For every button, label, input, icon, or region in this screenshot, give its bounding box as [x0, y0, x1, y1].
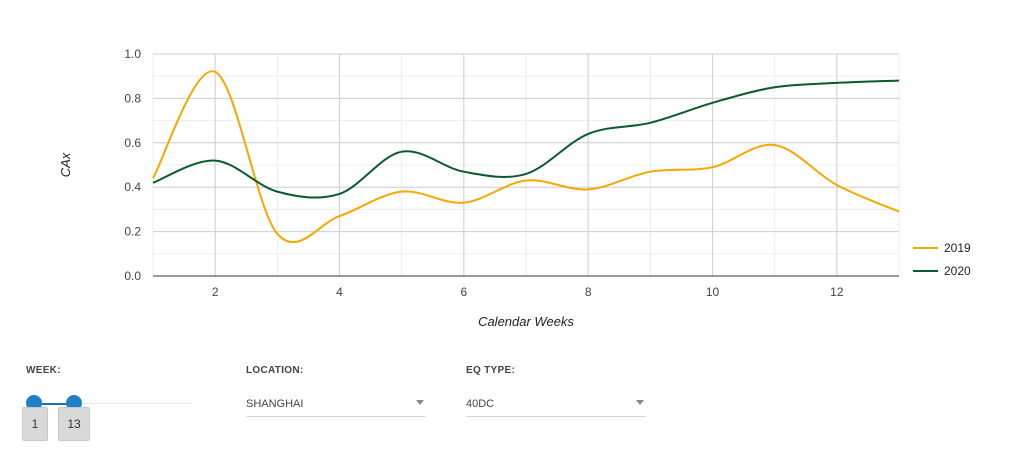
chart-grid — [152, 53, 900, 277]
chart-axes: 0.0 0.2 0.4 0.6 0.8 1.0 2 4 6 8 10 12 — [124, 47, 899, 299]
week-slider-track[interactable] — [28, 403, 192, 404]
y-tick-label: 0.0 — [124, 269, 141, 283]
eq-type-dropdown[interactable]: 40DC — [466, 392, 646, 417]
chart-series — [152, 70, 900, 243]
x-tick-label: 10 — [706, 285, 720, 299]
chevron-down-icon — [636, 400, 644, 405]
location-dropdown[interactable]: SHANGHAI — [246, 392, 426, 417]
x-tick-label: 6 — [460, 285, 467, 299]
y-tick-label: 0.4 — [124, 180, 141, 194]
week-min-value: 1 — [22, 407, 48, 441]
y-tick-label: 0.2 — [124, 225, 141, 239]
line-chart: 0.0 0.2 0.4 0.6 0.8 1.0 2 4 6 8 10 12 2019 2020 Cale… — [58, 47, 971, 329]
y-tick-label: 1.0 — [124, 47, 141, 61]
y-tick-label: 0.6 — [124, 136, 141, 150]
eq-type-value: 40DC — [466, 398, 495, 410]
week-max-value: 13 — [58, 407, 90, 441]
location-label: LOCATION: — [246, 365, 304, 376]
x-tick-label: 4 — [336, 285, 343, 299]
y-tick-label: 0.8 — [124, 91, 141, 105]
week-slider-range — [34, 403, 74, 405]
series-line-2019 — [152, 70, 900, 243]
chart-legend: 2019 2020 — [913, 241, 971, 278]
eq-type-label: EQ TYPE: — [466, 365, 516, 376]
location-value: SHANGHAI — [246, 398, 304, 410]
week-label: WEEK: — [26, 365, 61, 376]
x-tick-label: 2 — [212, 285, 219, 299]
series-line-2020 — [152, 79, 900, 199]
legend-label-2019: 2019 — [944, 241, 971, 255]
x-tick-label: 8 — [585, 285, 592, 299]
legend-label-2020: 2020 — [944, 264, 971, 278]
x-axis-title: Calendar Weeks — [478, 314, 574, 329]
y-axis-title: CAx — [58, 152, 73, 177]
x-tick-label: 12 — [830, 285, 844, 299]
chevron-down-icon — [416, 400, 424, 405]
